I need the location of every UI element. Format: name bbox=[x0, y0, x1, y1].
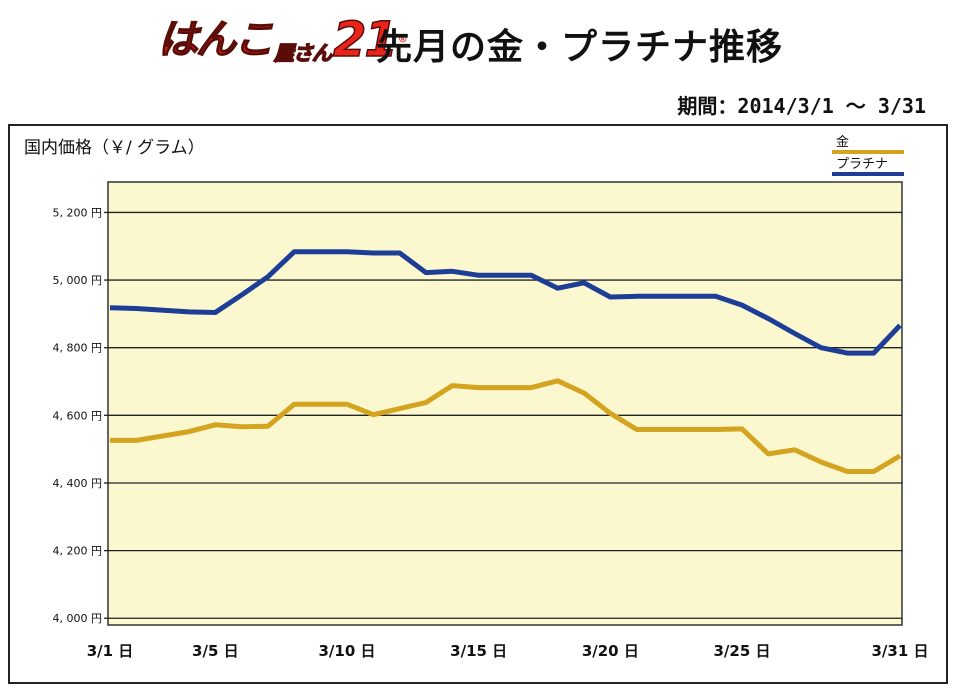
series-line-gold bbox=[110, 378, 902, 474]
x-tick-label: 3/31 日 bbox=[871, 642, 928, 660]
logo-registered-mark: ® bbox=[397, 34, 408, 45]
grid-lines bbox=[108, 211, 902, 619]
series-lines bbox=[109, 249, 902, 474]
period-label: 期間：2014/3/1 ～ 3/31 bbox=[677, 94, 926, 118]
y-tick-label: 4, 400 円 bbox=[53, 477, 102, 490]
y-tick-label: 5, 200 円 bbox=[53, 206, 102, 219]
y-tick-label: 4, 800 円 bbox=[53, 342, 102, 355]
logo-number: 21 bbox=[332, 12, 398, 68]
x-tick-label: 3/5 日 bbox=[192, 642, 239, 660]
y-tick-label: 4, 600 円 bbox=[53, 409, 102, 422]
legend-label-gold: 金 bbox=[836, 134, 849, 150]
y-axis-title: 国内価格（￥/ グラム） bbox=[24, 138, 205, 158]
x-tick-label: 3/10 日 bbox=[318, 642, 375, 660]
y-axis: 4, 000 円 4, 200 円 4, 400 円 4, 600 円 4, 800 円… bbox=[53, 206, 108, 625]
x-tick-label: 3/25 日 bbox=[713, 642, 770, 660]
legend-label-platinum: プラチナ bbox=[836, 157, 888, 172]
x-tick-label: 3/1 日 bbox=[87, 642, 134, 660]
x-tick-label: 3/15 日 bbox=[450, 642, 507, 660]
series-line-platinum bbox=[109, 249, 902, 356]
y-tick-label: 4, 200 円 bbox=[53, 545, 102, 558]
logo-small-text: 屋さん bbox=[273, 41, 333, 65]
page-title: 先月の金・プラチナ推移 bbox=[376, 27, 784, 68]
y-tick-label: 5, 000 円 bbox=[53, 274, 102, 287]
plot-area bbox=[107, 181, 903, 626]
x-axis: 3/1 日 3/5 日 3/10 日 3/15 日 3/20 日 3/25 日 3/31 日 bbox=[87, 642, 929, 660]
hankoya-logo[interactable]: はんこ 屋さん 21 ® bbox=[157, 12, 408, 68]
y-tick-label: 4, 000 円 bbox=[53, 612, 102, 625]
logo-main-text: はんこ bbox=[157, 16, 275, 64]
header: はんこ 屋さん 21 ® 先月の金・プラチナ推移 bbox=[0, 0, 960, 80]
chart-frame bbox=[8, 124, 948, 684]
x-tick-label: 3/20 日 bbox=[582, 642, 639, 660]
